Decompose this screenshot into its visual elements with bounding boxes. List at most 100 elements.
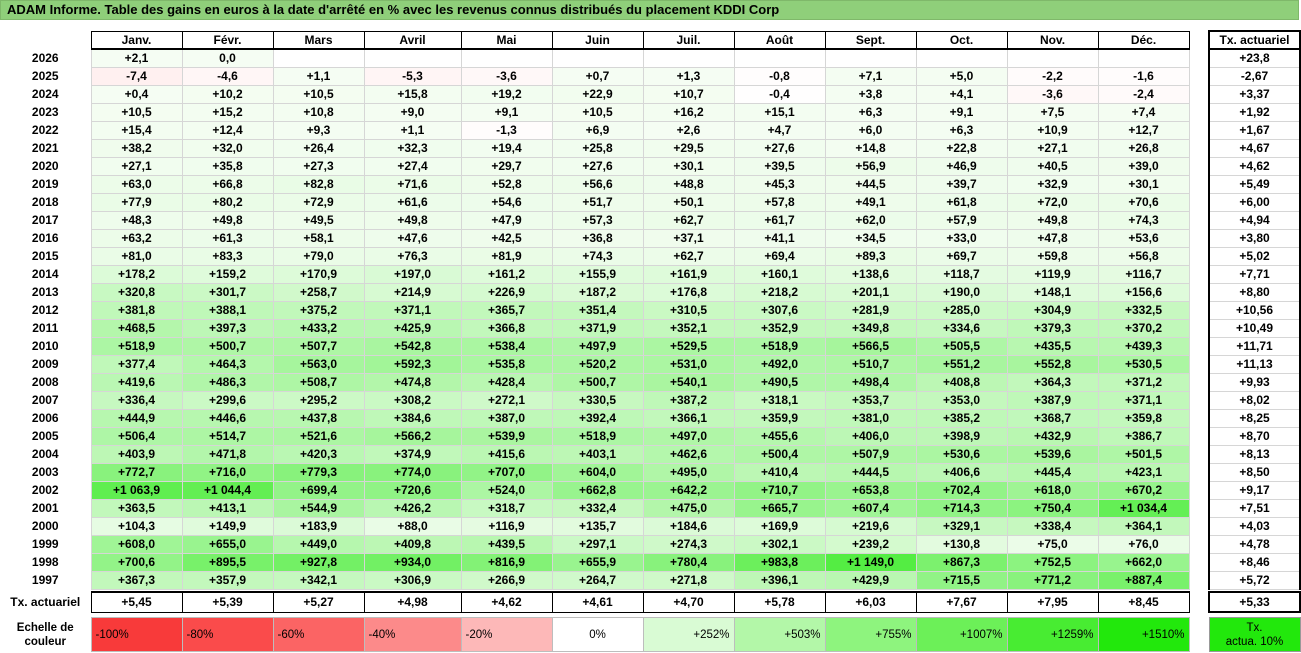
gain-cell: +497,9	[551, 336, 644, 356]
year-label: 2012	[31, 303, 59, 317]
gain-cell: +9,3	[272, 120, 365, 140]
gain-cell: +6,3	[824, 102, 917, 122]
gain-cell: +7,4	[1097, 102, 1190, 122]
column-gap	[1189, 592, 1209, 612]
gain-cell: +332,4	[551, 498, 644, 518]
gain-cell: +104,3	[90, 516, 183, 536]
gain-cell: +329,1	[915, 516, 1008, 536]
gain-cell: +531,0	[642, 354, 735, 374]
year-label: 2022	[31, 123, 59, 137]
tx-actuariel-cell: +5,72	[1208, 570, 1301, 590]
gain-cell: +39,0	[1097, 156, 1190, 176]
gain-cell: +867,3	[915, 552, 1008, 572]
gain-cell: +397,3	[181, 318, 274, 338]
column-gap	[1189, 409, 1209, 427]
gain-cell: +79,0	[272, 246, 365, 266]
gain-cell: +413,1	[181, 498, 274, 518]
gain-cell: +538,4	[460, 336, 553, 356]
gain-cell: +772,7	[90, 462, 183, 482]
gain-cell: +500,7	[551, 372, 644, 392]
gain-cell: +359,8	[1097, 408, 1190, 428]
gain-cell: +14,8	[824, 138, 917, 158]
gain-cell: +74,3	[1097, 210, 1190, 230]
legend-swatch: +755%	[824, 617, 917, 652]
gain-cell: +618,0	[1006, 480, 1099, 500]
gain-cell: +403,1	[551, 444, 644, 464]
gain-cell: +444,9	[90, 408, 183, 428]
year-column-header	[0, 31, 91, 49]
gain-cell: +116,7	[1097, 264, 1190, 284]
gain-cell: +699,4	[272, 480, 365, 500]
gains-table: Janv. Févr. Mars Avril Mai Juin Juil. Août Sept.…	[0, 30, 1301, 613]
gain-cell: +371,1	[363, 300, 462, 320]
table-row: 2012 +381,8 +388,1 +375,2 +371,1 +365,7 +351,4…	[0, 300, 1301, 320]
footer-row: Tx. actuariel +5,45 +5,39 +5,27 +4,98 +4,62 +…	[0, 591, 1301, 613]
gain-cell: +520,2	[551, 354, 644, 374]
gain-cell: -2,4	[1097, 84, 1190, 104]
gain-cell: +715,5	[915, 570, 1008, 590]
gain-cell: +410,4	[733, 462, 826, 482]
gain-cell: +439,3	[1097, 336, 1190, 356]
footer-value: +4,62	[460, 591, 553, 613]
gain-cell: +423,1	[1097, 462, 1190, 482]
gain-cell: +492,0	[733, 354, 826, 374]
month-header: Août	[733, 30, 826, 50]
column-gap	[1189, 301, 1209, 319]
gain-cell: +714,3	[915, 498, 1008, 518]
gain-cell: +521,6	[272, 426, 365, 446]
tx-actuariel-cell: +8,50	[1208, 462, 1301, 482]
gain-cell: +385,2	[915, 408, 1008, 428]
gain-cell: +47,6	[363, 228, 462, 248]
gain-cell: +10,9	[1006, 120, 1099, 140]
tx-actuariel-cell: +10,56	[1208, 300, 1301, 320]
tx-actuariel-cell: +9,17	[1208, 480, 1301, 500]
gain-cell: +1 149,0	[824, 552, 917, 572]
legend-swatch: +503%	[733, 617, 826, 652]
gain-cell: +468,5	[90, 318, 183, 338]
gain-cell: +274,3	[642, 534, 735, 554]
gain-cell: +72,9	[272, 192, 365, 212]
column-gap	[1189, 373, 1209, 391]
gain-cell: +12,7	[1097, 120, 1190, 140]
gain-cell: +6,3	[915, 120, 1008, 140]
year-label: 2000	[31, 519, 59, 533]
tx-actuariel-cell: +8,80	[1208, 282, 1301, 302]
column-gap	[1189, 193, 1209, 211]
tx-actuariel-cell: +23,8	[1208, 48, 1301, 68]
gain-cell: +518,9	[90, 336, 183, 356]
gain-cell: +529,5	[642, 336, 735, 356]
gain-cell	[824, 48, 917, 68]
table-row: 2001 +363,5 +413,1 +544,9 +426,2 +318,7 +332,4…	[0, 498, 1301, 518]
gain-cell: +780,4	[642, 552, 735, 572]
gain-cell: +57,3	[551, 210, 644, 230]
column-gap	[1189, 445, 1209, 463]
gain-cell: +75,0	[1006, 534, 1099, 554]
gain-cell: +497,0	[642, 426, 735, 446]
gain-cell: +363,5	[90, 498, 183, 518]
year-label: 2023	[31, 105, 59, 119]
gain-cell: +707,0	[460, 462, 553, 482]
gain-cell: +1 063,9	[90, 480, 183, 500]
gain-cell: +349,8	[824, 318, 917, 338]
gain-cell: +27,6	[733, 138, 826, 158]
gain-cell: +39,5	[733, 156, 826, 176]
gain-cell: +10,5	[272, 84, 365, 104]
column-gap	[1189, 553, 1209, 571]
gain-cell: +518,9	[551, 426, 644, 446]
column-gap	[1189, 31, 1209, 49]
gain-cell: +197,0	[363, 264, 462, 284]
month-header: Mars	[272, 30, 365, 50]
gain-cell: +22,9	[551, 84, 644, 104]
gain-cell: +118,7	[915, 264, 1008, 284]
gain-cell: +816,9	[460, 552, 553, 572]
gain-cell: +563,0	[272, 354, 365, 374]
gain-cell: +386,7	[1097, 426, 1190, 446]
gain-cell: +310,5	[642, 300, 735, 320]
gain-cell: +471,8	[181, 444, 274, 464]
gain-cell: +266,9	[460, 570, 553, 590]
gain-cell: +403,9	[90, 444, 183, 464]
gain-cell: +508,7	[272, 372, 365, 392]
column-gap	[1189, 337, 1209, 355]
gain-cell: +774,0	[363, 462, 462, 482]
gain-cell: 0,0	[181, 48, 274, 68]
